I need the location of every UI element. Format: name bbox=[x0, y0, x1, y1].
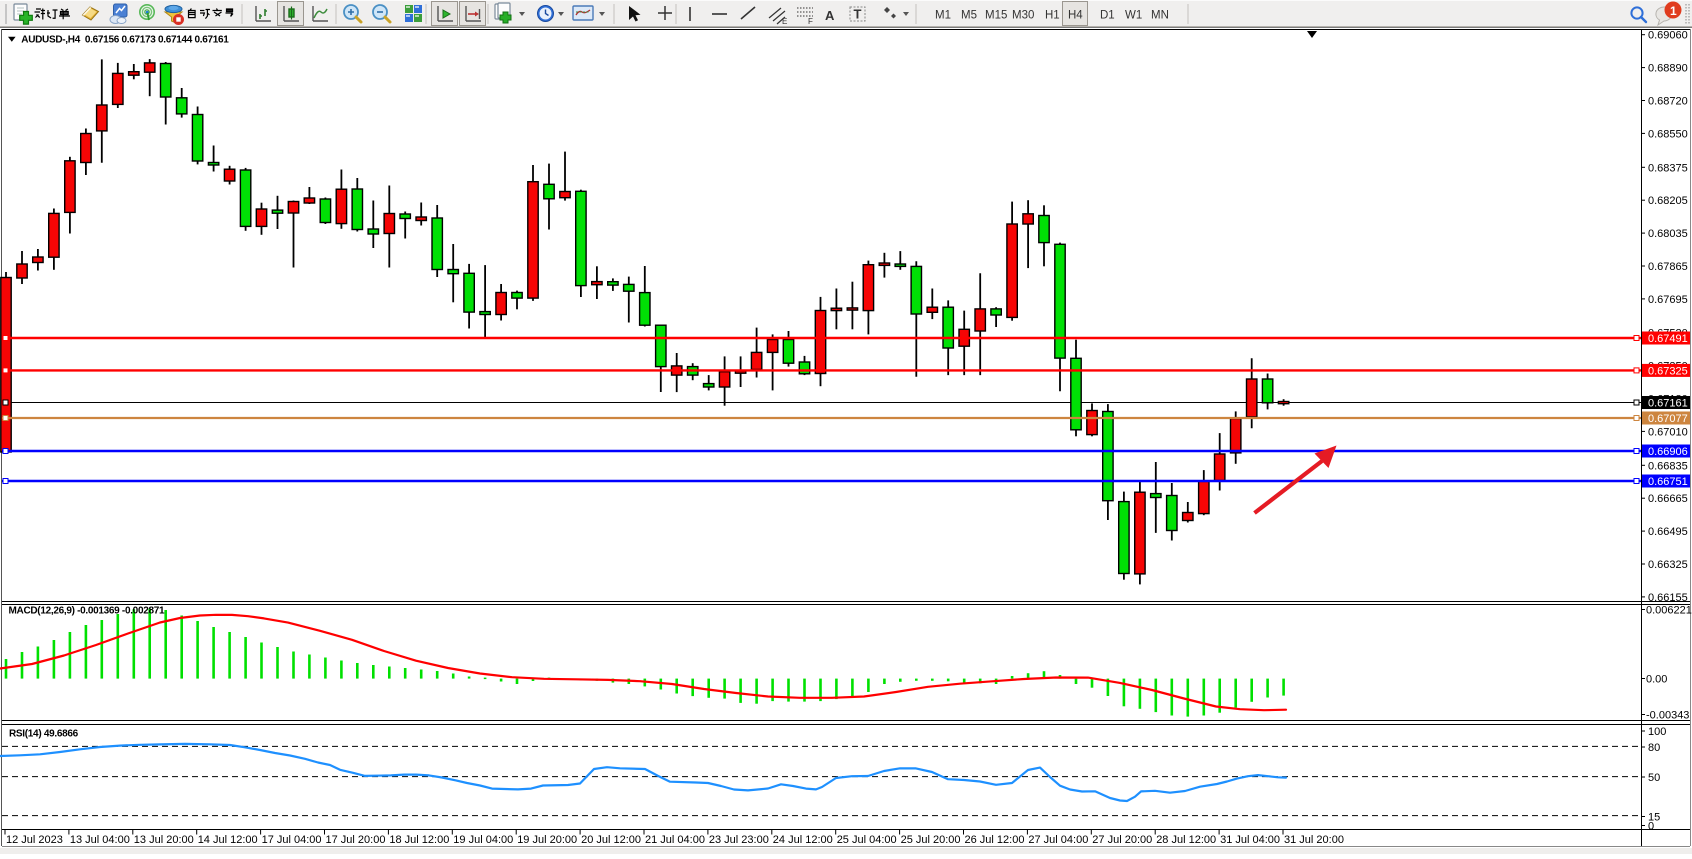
svg-text:0.66906: 0.66906 bbox=[1648, 446, 1688, 458]
svg-text:27 Jul 04:00: 27 Jul 04:00 bbox=[1028, 834, 1088, 846]
svg-text:0.68720: 0.68720 bbox=[1648, 96, 1688, 108]
svg-text:MN: MN bbox=[1151, 10, 1169, 22]
svg-text:15: 15 bbox=[1648, 812, 1660, 824]
svg-text:RSI(14) 49.6866: RSI(14) 49.6866 bbox=[9, 728, 79, 739]
svg-text:0.67695: 0.67695 bbox=[1648, 294, 1688, 306]
svg-text:M30: M30 bbox=[1012, 10, 1034, 22]
svg-text:0.66751: 0.66751 bbox=[1648, 476, 1688, 488]
svg-text:12 Jul 2023: 12 Jul 2023 bbox=[6, 834, 63, 846]
svg-text:25 Jul 04:00: 25 Jul 04:00 bbox=[837, 834, 897, 846]
svg-text:26 Jul 12:00: 26 Jul 12:00 bbox=[965, 834, 1025, 846]
svg-text:0.67491: 0.67491 bbox=[1648, 333, 1688, 345]
svg-text:0.66835: 0.66835 bbox=[1648, 460, 1688, 472]
svg-text:M5: M5 bbox=[961, 10, 977, 22]
svg-text:31 Jul 20:00: 31 Jul 20:00 bbox=[1284, 834, 1344, 846]
svg-text:AUDUSD-,H4 0.67156 0.67173 0.: AUDUSD-,H4 0.67156 0.67173 0.67144 0.671… bbox=[21, 34, 229, 45]
svg-text:H4: H4 bbox=[1068, 10, 1083, 22]
svg-text:14 Jul 12:00: 14 Jul 12:00 bbox=[198, 834, 258, 846]
svg-text:M1: M1 bbox=[935, 10, 951, 22]
svg-text:W1: W1 bbox=[1125, 10, 1142, 22]
svg-text:-0.00343: -0.00343 bbox=[1646, 710, 1689, 722]
svg-text:0.68375: 0.68375 bbox=[1648, 162, 1688, 174]
svg-text:0.69060: 0.69060 bbox=[1648, 30, 1688, 42]
svg-text:100: 100 bbox=[1648, 726, 1666, 738]
svg-text:MACD(12,26,9) -0.001369 -0.002: MACD(12,26,9) -0.001369 -0.002871 bbox=[9, 605, 165, 616]
svg-text:0.67865: 0.67865 bbox=[1648, 261, 1688, 273]
svg-text:13 Jul 04:00: 13 Jul 04:00 bbox=[70, 834, 130, 846]
svg-text:27 Jul 20:00: 27 Jul 20:00 bbox=[1092, 834, 1152, 846]
svg-text:0: 0 bbox=[1648, 821, 1654, 833]
svg-text:0.67010: 0.67010 bbox=[1648, 426, 1688, 438]
svg-text:0.68035: 0.68035 bbox=[1648, 228, 1688, 240]
svg-text:28 Jul 12:00: 28 Jul 12:00 bbox=[1156, 834, 1216, 846]
svg-text:80: 80 bbox=[1648, 742, 1660, 754]
svg-text:17 Jul 04:00: 17 Jul 04:00 bbox=[262, 834, 322, 846]
svg-text:24 Jul 12:00: 24 Jul 12:00 bbox=[773, 834, 833, 846]
svg-text:F: F bbox=[808, 17, 813, 26]
svg-text:20 Jul 12:00: 20 Jul 12:00 bbox=[581, 834, 641, 846]
svg-text:M15: M15 bbox=[985, 10, 1007, 22]
svg-text:H1: H1 bbox=[1045, 10, 1060, 22]
svg-text:D1: D1 bbox=[1100, 10, 1115, 22]
svg-text:0.68890: 0.68890 bbox=[1648, 63, 1688, 75]
svg-text:0.006221: 0.006221 bbox=[1646, 605, 1692, 617]
svg-text:0.66665: 0.66665 bbox=[1648, 493, 1688, 505]
svg-text:19 Jul 04:00: 19 Jul 04:00 bbox=[453, 834, 513, 846]
svg-text:A: A bbox=[825, 8, 835, 23]
svg-text:19 Jul 20:00: 19 Jul 20:00 bbox=[517, 834, 577, 846]
svg-text:0.66495: 0.66495 bbox=[1648, 526, 1688, 538]
svg-text:0.66325: 0.66325 bbox=[1648, 559, 1688, 571]
svg-text:0.68550: 0.68550 bbox=[1648, 128, 1688, 140]
svg-text:T: T bbox=[854, 7, 862, 22]
svg-text:0.67077: 0.67077 bbox=[1648, 413, 1688, 425]
svg-text:31 Jul 04:00: 31 Jul 04:00 bbox=[1220, 834, 1280, 846]
svg-text:13 Jul 20:00: 13 Jul 20:00 bbox=[134, 834, 194, 846]
svg-text:18 Jul 12:00: 18 Jul 12:00 bbox=[389, 834, 449, 846]
svg-text:23 Jul 23:00: 23 Jul 23:00 bbox=[709, 834, 769, 846]
svg-text:21 Jul 04:00: 21 Jul 04:00 bbox=[645, 834, 705, 846]
svg-text:25 Jul 20:00: 25 Jul 20:00 bbox=[901, 834, 961, 846]
svg-text:17 Jul 20:00: 17 Jul 20:00 bbox=[326, 834, 386, 846]
svg-text:50: 50 bbox=[1648, 772, 1660, 784]
svg-text:0.66155: 0.66155 bbox=[1648, 592, 1688, 604]
svg-text:0.67161: 0.67161 bbox=[1648, 398, 1688, 410]
svg-text:E: E bbox=[782, 17, 787, 26]
svg-text:0.67325: 0.67325 bbox=[1648, 365, 1688, 377]
svg-text:0.00: 0.00 bbox=[1646, 674, 1667, 686]
svg-text:0.68205: 0.68205 bbox=[1648, 195, 1688, 207]
svg-text:1: 1 bbox=[1670, 4, 1677, 18]
